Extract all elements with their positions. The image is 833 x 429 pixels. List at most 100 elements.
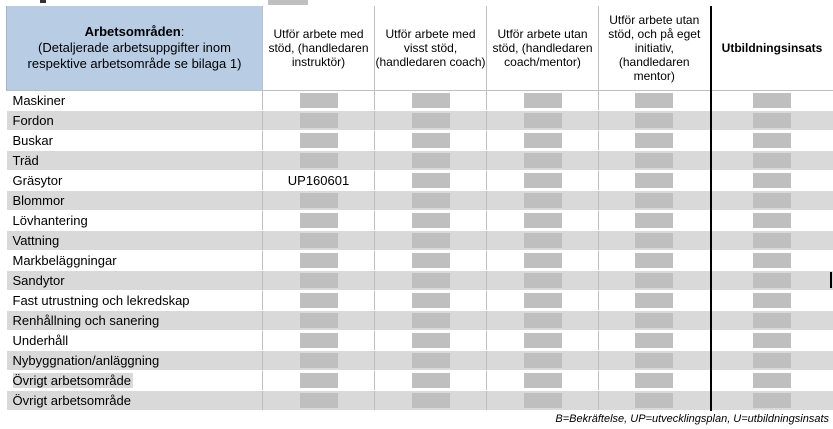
form-field[interactable] <box>299 112 338 128</box>
form-field[interactable] <box>299 332 338 348</box>
education-form-field[interactable] <box>753 232 791 248</box>
education-form-field[interactable] <box>753 252 791 268</box>
form-field[interactable] <box>411 192 450 208</box>
form-field[interactable] <box>411 132 450 148</box>
education-form-field[interactable] <box>753 352 791 368</box>
education-form-field[interactable] <box>753 212 791 228</box>
education-form-field[interactable] <box>753 372 791 388</box>
form-field[interactable] <box>635 372 674 388</box>
level-cell <box>598 290 712 311</box>
form-field[interactable] <box>411 312 450 328</box>
form-field[interactable] <box>523 192 562 208</box>
form-field[interactable] <box>299 152 338 168</box>
form-field[interactable] <box>635 192 674 208</box>
form-field[interactable] <box>411 92 450 108</box>
table-row: Fast utrustning och lekredskap <box>6 290 833 311</box>
education-form-field[interactable] <box>753 392 791 408</box>
form-field[interactable] <box>635 112 674 128</box>
form-field[interactable] <box>299 92 338 108</box>
education-form-field[interactable] <box>753 92 791 108</box>
form-field[interactable] <box>411 252 450 268</box>
form-field[interactable] <box>299 292 338 308</box>
education-form-field[interactable] <box>753 152 791 168</box>
table-row: Maskiner <box>6 90 833 111</box>
form-field[interactable] <box>299 352 338 368</box>
form-field[interactable] <box>635 312 674 328</box>
education-form-field[interactable] <box>753 112 791 128</box>
form-field[interactable] <box>635 392 674 408</box>
form-field[interactable] <box>299 252 338 268</box>
form-field[interactable] <box>299 372 338 388</box>
form-field[interactable] <box>635 232 674 248</box>
form-field[interactable] <box>411 232 450 248</box>
work-area-label-text: Sandytor <box>12 273 65 288</box>
work-area-label[interactable]: Övrigt arbetsområde <box>6 370 263 391</box>
form-field[interactable] <box>411 112 450 128</box>
level-cell <box>486 170 599 191</box>
level-entry-text[interactable]: UP160601 <box>287 173 350 188</box>
form-field[interactable] <box>635 212 674 228</box>
form-field[interactable] <box>523 292 562 308</box>
form-field[interactable] <box>523 92 562 108</box>
form-field[interactable] <box>635 352 674 368</box>
form-field[interactable] <box>523 112 562 128</box>
form-field[interactable] <box>411 332 450 348</box>
work-area-label-text[interactable]: Övrigt arbetsområde <box>12 393 133 408</box>
form-field[interactable] <box>411 172 450 188</box>
education-form-field[interactable] <box>753 292 791 308</box>
education-form-field[interactable] <box>753 272 791 288</box>
level-cell <box>262 190 375 211</box>
form-field[interactable] <box>523 132 562 148</box>
form-field[interactable] <box>411 152 450 168</box>
form-field[interactable] <box>635 92 674 108</box>
education-form-field[interactable] <box>753 332 791 348</box>
table-row: Övrigt arbetsområde <box>6 390 833 411</box>
work-area-label[interactable]: Övrigt arbetsområde <box>6 390 263 411</box>
work-areas-title: Arbetsområden <box>84 24 181 39</box>
form-field[interactable] <box>635 172 674 188</box>
form-field[interactable] <box>299 132 338 148</box>
level-cell <box>598 390 712 411</box>
form-field[interactable] <box>411 352 450 368</box>
form-field[interactable] <box>523 172 562 188</box>
form-field[interactable] <box>523 232 562 248</box>
form-field[interactable] <box>299 232 338 248</box>
form-field[interactable] <box>523 332 562 348</box>
form-field[interactable] <box>299 312 338 328</box>
form-field[interactable] <box>523 252 562 268</box>
education-form-field[interactable] <box>753 172 791 188</box>
education-form-field[interactable] <box>753 132 791 148</box>
education-form-field[interactable] <box>753 192 791 208</box>
form-field[interactable] <box>635 332 674 348</box>
form-field[interactable] <box>523 212 562 228</box>
form-field[interactable] <box>635 292 674 308</box>
form-field[interactable] <box>299 212 338 228</box>
education-form-field[interactable] <box>753 312 791 328</box>
form-field[interactable] <box>523 312 562 328</box>
form-field[interactable] <box>523 372 562 388</box>
form-field[interactable] <box>635 132 674 148</box>
form-field[interactable] <box>635 152 674 168</box>
form-field[interactable] <box>411 292 450 308</box>
level-cell <box>486 90 599 111</box>
form-field[interactable] <box>523 392 562 408</box>
form-field[interactable] <box>299 192 338 208</box>
cropped-form-field[interactable] <box>268 0 308 5</box>
form-field[interactable] <box>635 272 674 288</box>
form-field[interactable] <box>523 152 562 168</box>
level-cell <box>486 190 599 211</box>
education-cell <box>710 190 833 211</box>
page-top-fragment <box>0 0 833 6</box>
form-field[interactable] <box>299 272 338 288</box>
form-field[interactable] <box>635 252 674 268</box>
form-field[interactable] <box>411 212 450 228</box>
form-field[interactable] <box>411 392 450 408</box>
form-field[interactable] <box>523 272 562 288</box>
form-field[interactable] <box>523 352 562 368</box>
form-field[interactable] <box>411 372 450 388</box>
work-area-label-text[interactable]: Övrigt arbetsområde <box>12 373 133 388</box>
form-field[interactable] <box>411 272 450 288</box>
form-field[interactable] <box>299 392 338 408</box>
work-area-label: Blommor <box>6 190 263 211</box>
level-cell <box>486 310 599 331</box>
